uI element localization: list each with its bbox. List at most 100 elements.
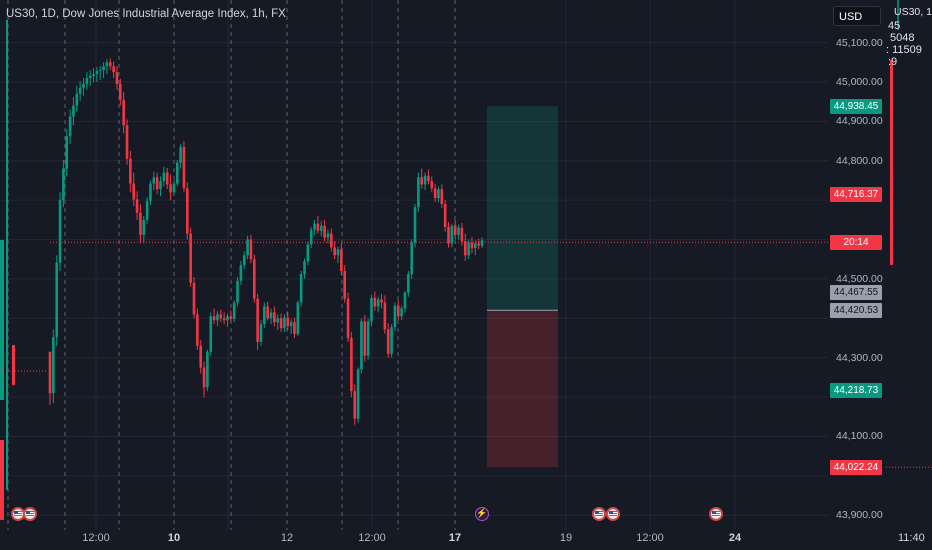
candle-body bbox=[296, 302, 300, 335]
price-tick-label: 44,300.00 bbox=[836, 351, 883, 364]
candle-body bbox=[202, 367, 206, 388]
candle-body bbox=[82, 83, 85, 88]
chart-title[interactable]: US30, 1D, Dow Jones Industrial Average I… bbox=[6, 8, 286, 20]
candle-body bbox=[169, 184, 172, 193]
candle-body bbox=[410, 242, 413, 275]
candle-body bbox=[199, 345, 202, 368]
us-flag-event-icon[interactable] bbox=[23, 507, 37, 521]
secondary-chart-panel[interactable]: US30, 10s 45 5048 : 11509 :9 bbox=[886, 0, 932, 530]
candle-body bbox=[129, 158, 132, 184]
candle-body bbox=[162, 172, 166, 182]
candle-body bbox=[286, 317, 290, 327]
candle-body bbox=[145, 200, 149, 220]
price-tag[interactable]: 44,218.73 bbox=[830, 382, 882, 398]
candle-body bbox=[427, 175, 430, 182]
price-tag[interactable]: 44,420.53 bbox=[830, 303, 882, 319]
candle-body bbox=[393, 305, 397, 327]
profit-zone bbox=[487, 106, 558, 311]
price-tag[interactable]: 44,467.55 bbox=[830, 284, 882, 300]
candle-body bbox=[152, 177, 156, 184]
candle-body bbox=[309, 229, 313, 245]
candle-body bbox=[219, 314, 223, 319]
candle-body bbox=[386, 329, 390, 354]
candle-body bbox=[396, 305, 400, 317]
currency-button[interactable]: USD bbox=[833, 6, 881, 26]
candle-body bbox=[85, 78, 89, 84]
price-tick-label: 45,000.00 bbox=[836, 75, 883, 88]
price-tick-label: 44,100.00 bbox=[836, 430, 883, 443]
candle-body bbox=[283, 317, 286, 329]
candle-body bbox=[366, 321, 370, 356]
secondary-chart-title: US30, 10s bbox=[894, 6, 932, 18]
candle-body bbox=[256, 298, 259, 342]
us-flag-event-icon[interactable] bbox=[709, 507, 723, 521]
candle-body bbox=[263, 306, 266, 325]
candle-body bbox=[313, 223, 316, 230]
secondary-value-4: :9 bbox=[888, 56, 898, 68]
candle-body bbox=[477, 243, 480, 246]
candle-body bbox=[125, 125, 129, 159]
candle-body bbox=[65, 136, 69, 169]
candle-body bbox=[222, 318, 226, 321]
candle-body bbox=[242, 255, 246, 266]
candle-body bbox=[196, 314, 199, 346]
candle-body bbox=[175, 162, 179, 184]
candle-body bbox=[330, 233, 333, 248]
candle-body bbox=[413, 207, 417, 243]
candle-body bbox=[192, 282, 196, 315]
candle-body bbox=[75, 93, 79, 106]
candle-body bbox=[132, 183, 136, 200]
candle-body bbox=[417, 177, 420, 208]
candle-body bbox=[226, 316, 229, 321]
price-tag[interactable]: 44,022.24 bbox=[830, 460, 882, 476]
candle-body bbox=[108, 62, 112, 67]
candle-body bbox=[453, 225, 457, 235]
price-tag[interactable]: 44,938.45 bbox=[830, 99, 882, 115]
candle-body bbox=[333, 247, 336, 256]
price-tick-label: 44,500.00 bbox=[836, 272, 883, 285]
time-axis-label: 24 bbox=[728, 532, 742, 544]
candle-body bbox=[276, 318, 280, 323]
candle-body bbox=[122, 99, 125, 126]
candle-body bbox=[155, 177, 159, 190]
us-flag-event-icon[interactable] bbox=[606, 507, 620, 521]
candle-body bbox=[142, 219, 146, 235]
time-axis-label: 12 bbox=[280, 532, 294, 544]
candle-body bbox=[420, 177, 424, 185]
price-tag[interactable]: 20:14 bbox=[830, 235, 882, 251]
candle-body bbox=[350, 337, 353, 392]
candle-body bbox=[252, 259, 256, 299]
left-daily-candle bbox=[6, 20, 8, 490]
candle-body bbox=[390, 326, 393, 354]
candle-body bbox=[229, 316, 233, 320]
candle-body bbox=[383, 302, 387, 330]
secondary-value-3: : 11509 bbox=[886, 44, 922, 56]
candle-body bbox=[58, 200, 62, 263]
us-flag-event-icon[interactable] bbox=[592, 507, 606, 521]
candle-body bbox=[212, 316, 216, 321]
candle-body bbox=[246, 239, 249, 256]
time-axis-label: 19 bbox=[559, 532, 573, 544]
lightning-event-icon[interactable]: ⚡ bbox=[475, 507, 489, 521]
candle-body bbox=[370, 297, 373, 322]
candle-body bbox=[112, 66, 115, 73]
candle-body bbox=[216, 314, 219, 321]
price-tick-label: 45,100.00 bbox=[836, 36, 883, 49]
candle-body bbox=[407, 274, 410, 293]
candle-body bbox=[303, 261, 306, 275]
price-tag[interactable]: 44,716.37 bbox=[830, 186, 882, 202]
candle-body bbox=[98, 70, 102, 72]
candle-body bbox=[139, 212, 142, 235]
time-axis-label: 12:00 bbox=[358, 532, 386, 544]
candle-body bbox=[88, 76, 92, 79]
candle-body bbox=[105, 62, 109, 67]
candle-body bbox=[403, 292, 407, 309]
candle-body bbox=[115, 72, 119, 84]
candle-body bbox=[433, 188, 437, 199]
left-daily-candle bbox=[0, 240, 4, 400]
candle-body bbox=[48, 351, 52, 394]
candle-body bbox=[206, 351, 209, 388]
